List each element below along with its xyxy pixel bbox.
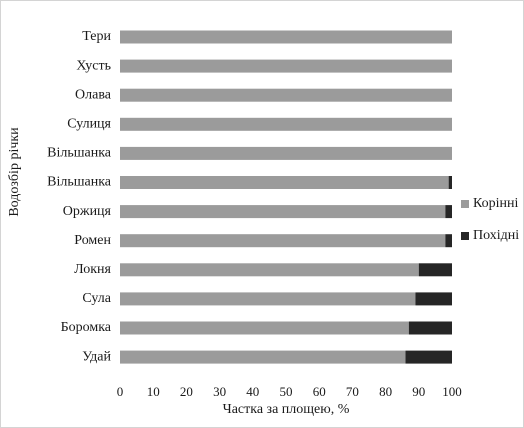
bar-segment-derived bbox=[448, 176, 452, 189]
x-tick-label: 30 bbox=[213, 384, 226, 399]
bar-segment-native bbox=[120, 350, 406, 364]
bar-segment-native bbox=[120, 88, 452, 102]
category-label: Сула bbox=[82, 291, 111, 306]
bar-segment-native bbox=[120, 205, 446, 219]
bar-segment-derived bbox=[445, 234, 452, 248]
bars-group bbox=[120, 30, 452, 364]
x-tick-label: 80 bbox=[379, 384, 392, 399]
x-tick-label: 10 bbox=[147, 384, 160, 399]
bar-segment-native bbox=[120, 117, 452, 131]
bar-segment-derived bbox=[418, 263, 452, 277]
x-tick-labels: 0 10 20 30 40 50 60 70 80 90 100 bbox=[117, 384, 462, 399]
category-label: Олава bbox=[75, 87, 112, 102]
category-label: Хусть bbox=[76, 58, 111, 73]
category-label: Удай bbox=[82, 349, 111, 364]
bar-segment-native bbox=[120, 292, 416, 306]
x-axis-title: Частка за площею, % bbox=[223, 402, 350, 417]
category-labels: Тери Хусть Олава Сулиця Вільшанка Вільшанка Ор… bbox=[47, 29, 112, 364]
x-tick-label: 60 bbox=[313, 384, 326, 399]
x-tick-label: 20 bbox=[180, 384, 193, 399]
bar-segment-native bbox=[120, 321, 409, 335]
bar-segment-native bbox=[120, 30, 452, 44]
category-label: Боромка bbox=[61, 320, 112, 335]
legend-label: Корінні bbox=[473, 196, 519, 211]
category-label: Оржиця bbox=[63, 204, 112, 219]
legend-label: Похідні bbox=[473, 228, 519, 243]
category-label: Вільшанка bbox=[47, 146, 112, 161]
x-tick-label: 90 bbox=[412, 384, 425, 399]
bar-segment-native bbox=[120, 234, 446, 248]
x-tick-label: 0 bbox=[117, 384, 124, 399]
x-tick-label: 40 bbox=[246, 384, 259, 399]
bar-segment-derived bbox=[408, 321, 452, 335]
bar-segment-native bbox=[120, 263, 419, 277]
category-label: Локня bbox=[74, 262, 111, 277]
x-tick-label: 50 bbox=[280, 384, 293, 399]
bar-segment-native bbox=[120, 59, 452, 73]
bar-segment-derived bbox=[415, 292, 452, 306]
legend-swatch bbox=[461, 232, 469, 240]
legend: Корінні Похідні bbox=[461, 196, 519, 243]
bar-segment-native bbox=[120, 176, 449, 189]
category-label: Сулиця bbox=[67, 117, 111, 132]
x-tick-label: 100 bbox=[442, 384, 462, 399]
bar-segment-derived bbox=[405, 350, 452, 364]
category-label: Вільшанка bbox=[47, 175, 112, 190]
legend-swatch bbox=[461, 200, 469, 208]
bar-segment-native bbox=[120, 146, 452, 160]
x-tick-label: 70 bbox=[346, 384, 359, 399]
category-label: Тери bbox=[82, 29, 111, 44]
bar-segment-derived bbox=[445, 205, 452, 219]
category-label: Ромен bbox=[74, 233, 111, 248]
y-axis-title: Водозбір річки bbox=[7, 127, 22, 217]
